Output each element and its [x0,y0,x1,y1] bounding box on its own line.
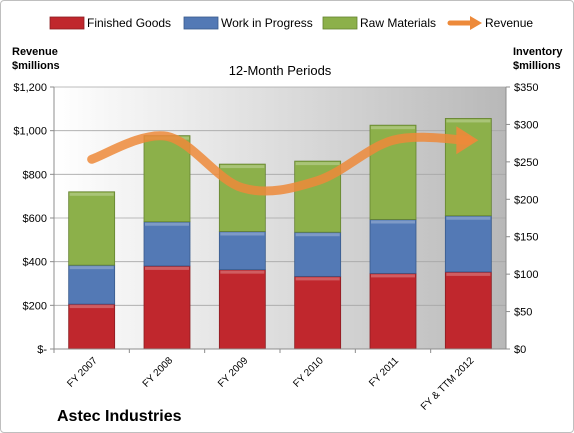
right-axis-title-line2: $millions [513,60,561,72]
x-axis-ticks: FY 2007 FY 2008 FY 2009 FY 2010 FY 2011 FY & … [53,349,477,413]
x-tick-label: FY 2008 [141,355,176,390]
bar-raw-materials [444,118,492,217]
legend-label-work-in-progress: Work in Progress [221,16,313,30]
bar-highlight [145,266,189,270]
bar-highlight [69,305,114,309]
bar-finished-goods [444,271,492,350]
legend: Finished Goods Work in Progress Raw Mate… [49,16,533,30]
left-tick-label: $1,000 [13,126,47,138]
left-tick-label: $- [37,344,47,356]
right-tick-label: $100 [514,269,538,281]
bar-work-in-progress [68,264,116,305]
right-tick-label: $200 [514,194,538,206]
bar-highlight [69,192,114,196]
x-tick-label: FY 2011 [367,355,401,389]
bar-work-in-progress [369,219,417,274]
bar-highlight [220,270,265,274]
left-axis-title-line1: Revenue [12,46,58,58]
company-title: Astec Industries [57,408,182,425]
revenue-line-path [87,131,473,196]
bar-highlight [295,277,340,281]
bar-highlight [69,266,114,270]
bar-highlight [145,222,189,226]
bar-highlight [220,165,265,169]
right-tick-label: $50 [514,307,532,319]
bar-highlight [446,119,491,123]
left-axis-title-line2: $millions [12,60,60,72]
revenue-arrowhead [456,126,479,155]
gridlines [54,86,506,306]
bar-finished-goods [369,272,417,350]
bar-work-in-progress [444,215,492,273]
legend-label-revenue: Revenue [485,16,533,30]
x-tick-label: FY 2007 [65,355,100,390]
left-tick-label: $800 [23,169,47,181]
bar-finished-goods [68,303,116,350]
bar-work-in-progress [218,231,266,271]
bar-work-in-progress [143,221,191,267]
legend-item-raw-materials: Raw Materials [322,16,436,30]
legend-item-finished-goods: Finished Goods [49,16,171,30]
bar-highlight [371,274,415,278]
left-tick-label: $200 [23,300,47,312]
bar-highlight [371,220,415,224]
bar-raw-materials [68,191,116,266]
x-tick-label: FY & TTM 2012 [419,355,477,413]
legend-item-revenue: Revenue [447,16,533,30]
bar-raw-materials [143,135,191,223]
legend-swatch-work-in-progress [183,16,219,30]
bar-highlight [371,126,415,130]
bar-highlight [446,272,491,276]
chart-title: 12-Month Periods [229,63,332,78]
bar-highlight [220,232,265,236]
bar-finished-goods [143,265,191,350]
legend-swatch-finished-goods [49,16,85,30]
bar-highlight [295,162,340,166]
right-axis-title-line1: Inventory [513,46,563,58]
legend-label-finished-goods: Finished Goods [87,16,171,30]
right-tick-label: $250 [514,157,538,169]
left-tick-label: $600 [23,213,47,225]
right-axis-ticks: $0 $50 $100 $150 $200 $250 $300 $350 [506,82,538,356]
x-tick-label: FY 2009 [216,355,251,390]
revenue-line [87,126,479,196]
bar-finished-goods [294,275,342,350]
bar-finished-goods [218,269,266,350]
legend-item-work-in-progress: Work in Progress [183,16,313,30]
left-tick-label: $1,200 [13,82,47,94]
bar-work-in-progress [294,231,342,277]
x-tick-label: FY 2010 [291,355,326,390]
legend-label-raw-materials: Raw Materials [360,16,436,30]
right-tick-label: $150 [514,232,538,244]
bar-highlight [446,216,491,220]
left-tick-label: $400 [23,257,47,269]
right-tick-label: $0 [514,344,526,356]
bar-highlight [295,233,340,237]
legend-arrow-revenue [470,16,482,30]
legend-swatch-raw-materials [322,16,358,30]
left-axis-ticks: $- $200 $400 $600 $800 $1,000 $1,200 [13,82,54,356]
right-tick-label: $350 [514,82,538,94]
right-tick-label: $300 [514,119,538,131]
